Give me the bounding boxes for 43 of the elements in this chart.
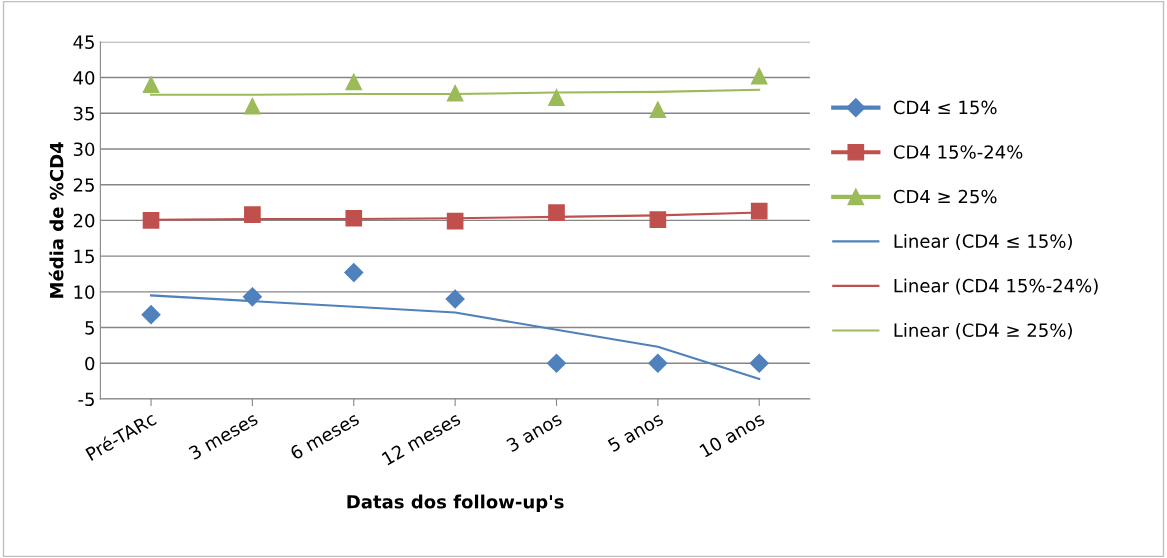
legend-label: CD4 ≤ 15%	[893, 100, 997, 115]
x-tick-label: 10 anos	[699, 411, 766, 458]
x-tick-label: 3 anos	[505, 411, 563, 453]
point	[242, 287, 262, 307]
legend-label: CD4 15%-24%	[893, 145, 1023, 159]
point	[649, 101, 667, 119]
point	[649, 211, 667, 229]
y-tick-label: 25	[73, 178, 94, 192]
point	[345, 209, 363, 227]
legend-label: Linear (CD4 ≥ 25%)	[894, 323, 1072, 340]
point	[446, 84, 464, 102]
point	[750, 202, 768, 220]
y-axis-title: Média de %CD4	[48, 142, 64, 298]
legend-label: Linear (CD4 ≤ 15%)	[894, 233, 1072, 251]
point	[548, 89, 565, 106]
y-tick-label: 30	[73, 142, 95, 157]
legend-label: CD4 ≥ 25%	[893, 189, 997, 204]
y-tick-label: 0	[85, 356, 95, 371]
point	[648, 353, 668, 373]
x-tick-label: 5 anos	[607, 411, 665, 453]
y-tick-label: 35	[73, 106, 94, 121]
point	[142, 76, 160, 94]
point	[749, 353, 769, 373]
y-tick-label: 45	[73, 35, 94, 49]
point	[142, 212, 160, 229]
point	[546, 353, 567, 373]
point	[750, 67, 768, 85]
y-tick-label: 20	[73, 213, 95, 228]
point	[244, 97, 261, 115]
point	[344, 263, 364, 283]
legend-label: Linear (CD4 15%-24%)	[894, 278, 1098, 295]
y-tick-label: -5	[78, 392, 94, 407]
y-tick-label: 40	[73, 71, 95, 85]
point	[445, 289, 465, 309]
x-axis-title: Datas dos follow-up's	[347, 494, 564, 513]
point	[244, 206, 261, 224]
y-tick-label: 15	[74, 249, 94, 264]
point	[548, 204, 565, 221]
y-tick-label: 5	[85, 321, 94, 335]
point	[345, 73, 363, 91]
y-tick-label: 10	[74, 285, 95, 299]
point	[141, 305, 161, 325]
point	[446, 212, 464, 230]
